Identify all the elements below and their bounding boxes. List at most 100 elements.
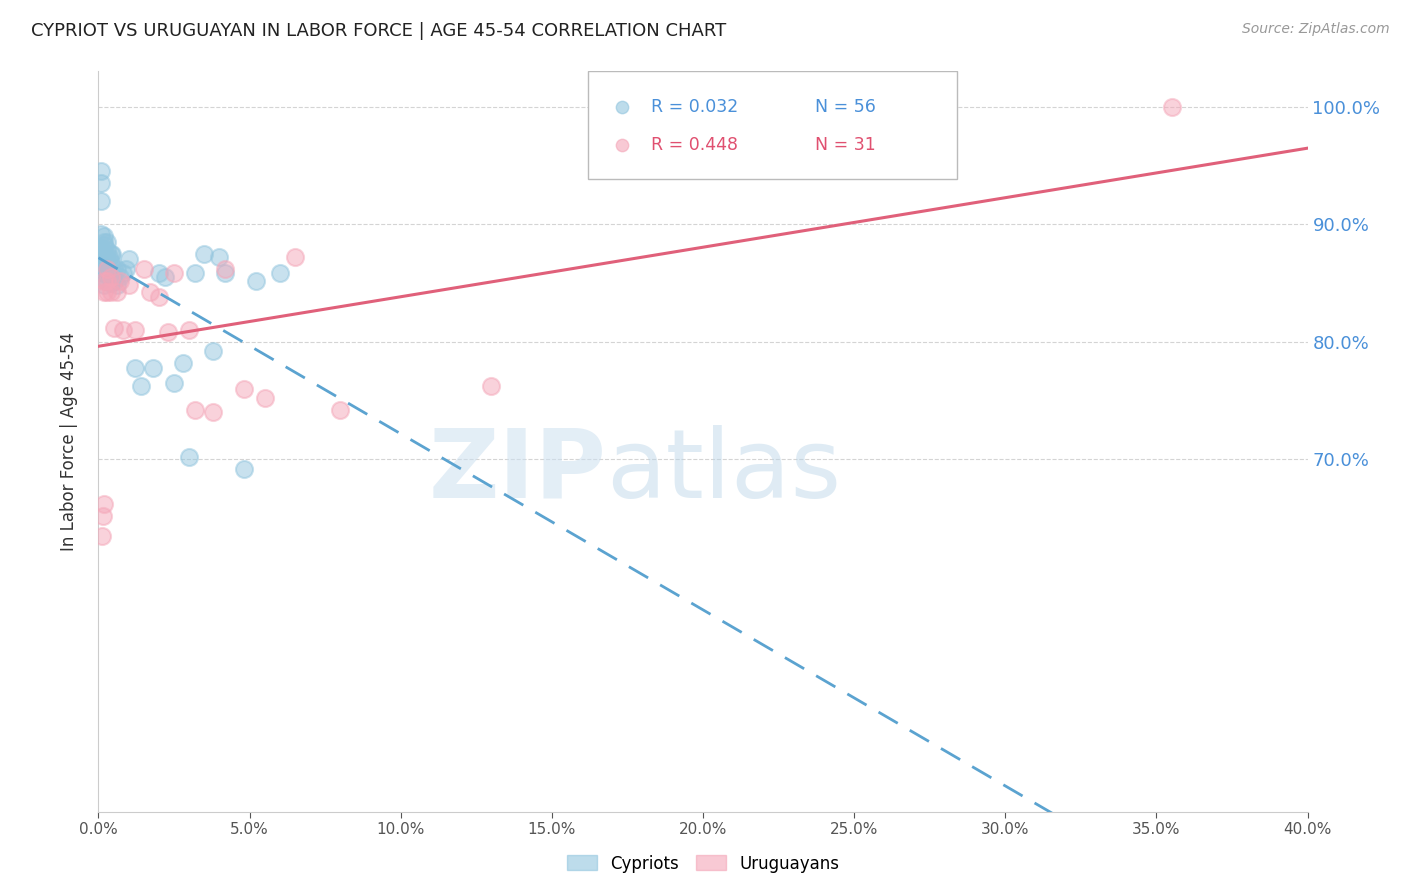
Point	[253, 391, 276, 405]
Point	[96, 285, 118, 300]
Point	[96, 274, 118, 288]
Point	[90, 227, 112, 241]
Point	[284, 250, 307, 264]
Text: N = 56: N = 56	[815, 97, 876, 116]
Point	[96, 235, 118, 249]
Text: CYPRIOT VS URUGUAYAN IN LABOR FORCE | AGE 45-54 CORRELATION CHART: CYPRIOT VS URUGUAYAN IN LABOR FORCE | AG…	[31, 22, 725, 40]
Point	[1160, 100, 1182, 114]
Point	[202, 405, 225, 419]
Point	[93, 228, 115, 243]
Point	[184, 267, 207, 281]
Point	[96, 252, 118, 267]
Point	[103, 261, 125, 276]
Point	[91, 267, 114, 281]
Point	[139, 285, 162, 300]
FancyBboxPatch shape	[588, 71, 957, 178]
Point	[93, 274, 115, 288]
Text: ZIP: ZIP	[429, 425, 606, 517]
Point	[96, 261, 118, 276]
Point	[108, 270, 131, 285]
Point	[100, 254, 122, 268]
Point	[179, 323, 201, 337]
Text: Source: ZipAtlas.com: Source: ZipAtlas.com	[1241, 22, 1389, 37]
Point	[142, 360, 165, 375]
Point	[129, 379, 152, 393]
Point	[118, 252, 141, 267]
Point	[1396, 217, 1406, 231]
Point	[105, 278, 128, 293]
Text: N = 31: N = 31	[815, 136, 876, 154]
Point	[96, 243, 118, 257]
Point	[97, 261, 120, 276]
Point	[124, 323, 146, 337]
Point	[105, 285, 128, 300]
Point	[100, 270, 122, 285]
Point	[103, 320, 125, 334]
Point	[93, 238, 115, 252]
Point	[93, 246, 115, 260]
Point	[118, 278, 141, 293]
Point	[90, 176, 112, 190]
Point	[179, 450, 201, 464]
Point	[105, 261, 128, 276]
Point	[214, 261, 236, 276]
Point	[172, 356, 194, 370]
Point	[124, 360, 146, 375]
Point	[94, 267, 117, 281]
Point	[91, 528, 114, 542]
Point	[156, 325, 179, 339]
Text: atlas: atlas	[606, 425, 841, 517]
Point	[90, 261, 112, 276]
Point	[111, 267, 134, 281]
Point	[232, 461, 254, 475]
Point	[208, 250, 231, 264]
Point	[153, 270, 176, 285]
Point	[100, 261, 122, 276]
Point	[100, 276, 122, 290]
Point	[93, 267, 115, 281]
Point	[90, 164, 112, 178]
Point	[90, 194, 112, 208]
Point	[93, 235, 115, 249]
Text: R = 0.448: R = 0.448	[651, 136, 738, 154]
Point	[96, 261, 118, 276]
Point	[100, 246, 122, 260]
Point	[103, 274, 125, 288]
Point	[91, 254, 114, 268]
Point	[100, 285, 122, 300]
Point	[98, 250, 121, 264]
Point	[269, 267, 291, 281]
Point	[94, 252, 117, 267]
Point	[93, 254, 115, 268]
Point	[148, 267, 170, 281]
Point	[202, 344, 225, 359]
Point	[1396, 155, 1406, 169]
Legend: Cypriots, Uruguayans: Cypriots, Uruguayans	[561, 848, 845, 880]
Point	[481, 379, 503, 393]
Point	[94, 250, 117, 264]
Point	[91, 246, 114, 260]
Point	[163, 376, 186, 390]
Point	[114, 261, 136, 276]
Point	[93, 497, 115, 511]
Point	[184, 402, 207, 417]
Point	[148, 290, 170, 304]
Point	[214, 267, 236, 281]
Point	[193, 246, 215, 260]
Point	[93, 278, 115, 293]
Point	[245, 274, 267, 288]
Point	[232, 382, 254, 396]
Point	[96, 274, 118, 288]
Point	[90, 250, 112, 264]
Point	[90, 241, 112, 255]
Point	[108, 274, 131, 288]
Point	[163, 267, 186, 281]
Point	[91, 508, 114, 523]
Text: R = 0.032: R = 0.032	[651, 97, 738, 116]
Point	[132, 261, 155, 276]
Point	[101, 246, 124, 260]
Y-axis label: In Labor Force | Age 45-54: In Labor Force | Age 45-54	[59, 332, 77, 551]
Point	[111, 323, 134, 337]
Point	[93, 285, 115, 300]
Point	[329, 402, 352, 417]
